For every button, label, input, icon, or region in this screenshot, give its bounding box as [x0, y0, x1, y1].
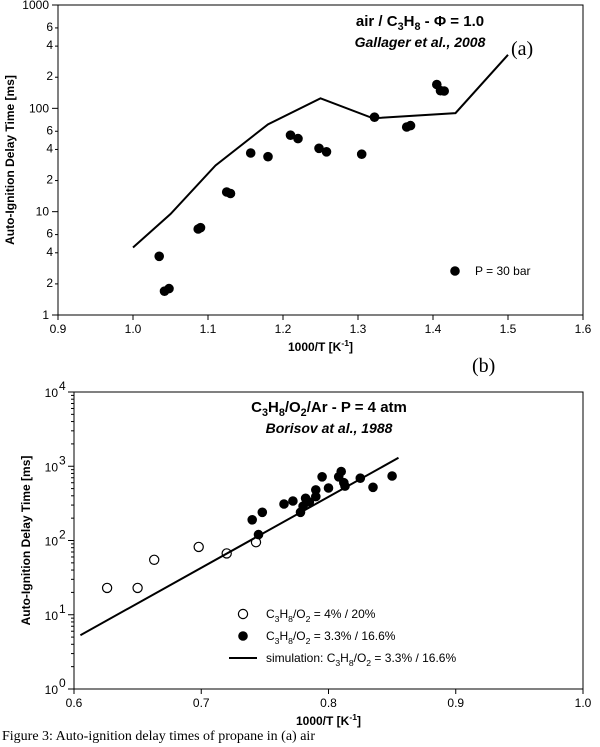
x-tick-label: 1.4 [425, 322, 442, 336]
data-point-filled [257, 507, 268, 518]
data-point-filled [356, 149, 367, 159]
legend-marker [237, 608, 249, 620]
legend-label: P = 30 bar [475, 264, 531, 278]
chart-title: C3H8/O2/Ar - P = 4 atm [251, 399, 407, 419]
y-tick-exponent: 2 [59, 528, 66, 542]
x-tick-label: 1.0 [575, 696, 592, 710]
chart-title: air / C3H8 - Φ = 1.0 [356, 13, 484, 33]
y-minor-tick-label: 6 [46, 227, 53, 241]
data-point-filled [310, 485, 321, 495]
x-tick-label: 0.6 [66, 696, 83, 710]
data-point-filled [317, 471, 327, 482]
y-minor-tick-label: 6 [46, 123, 53, 137]
data-point-open [101, 582, 113, 594]
data-point-open [148, 554, 160, 566]
legend-marker [238, 631, 248, 641]
x-tick-label: 0.9 [447, 696, 464, 710]
data-point-filled [263, 151, 273, 162]
panel-label: (b) [472, 355, 495, 377]
data-point-filled [405, 120, 416, 131]
data-point-filled [368, 482, 378, 493]
x-axis-label: 1000/T [K-1] [296, 712, 361, 728]
y-minor-tick-label: 4 [46, 38, 53, 52]
data-point-filled [164, 283, 174, 294]
data-point-filled [245, 148, 256, 158]
legend-label: simulation: C3H8/O2 = 3.3% / 16.6% [266, 651, 456, 668]
data-point-filled [293, 133, 303, 144]
data-point-open [132, 582, 143, 594]
y-tick-exponent: 1 [59, 602, 66, 616]
x-tick-label: 1.3 [350, 322, 367, 336]
data-point-filled [323, 483, 334, 493]
y-minor-tick-label: 6 [46, 20, 53, 34]
data-point-filled [279, 499, 289, 509]
data-point-filled [247, 514, 257, 525]
series-line [132, 54, 509, 249]
y-tick-label: 10 [36, 205, 50, 219]
y-minor-tick-label: 4 [46, 141, 53, 155]
plot-frame [73, 391, 584, 690]
data-point-open [193, 541, 204, 553]
y-tick-label: 100 [29, 101, 49, 115]
legend-marker [450, 266, 460, 276]
data-point-filled [225, 188, 236, 199]
y-tick-label: 10 [45, 535, 59, 549]
x-tick-label: 1.6 [575, 322, 592, 336]
y-tick-label: 1000 [22, 0, 49, 12]
y-tick-label: 10 [45, 683, 59, 697]
series-line [79, 456, 399, 637]
y-tick-label: 1 [42, 308, 49, 322]
legend-label: C3H8/O2 = 4% / 20% [266, 607, 376, 624]
data-point-filled [154, 251, 164, 262]
data-point-filled [195, 222, 206, 233]
y-tick-label: 10 [45, 460, 59, 474]
y-axis-label: Auto-Ignition Delay Time [ms] [19, 456, 33, 626]
y-tick-exponent: 4 [59, 379, 66, 393]
plot-frame [57, 4, 584, 316]
x-tick-label: 0.8 [320, 696, 337, 710]
y-tick-exponent: 3 [59, 453, 66, 467]
panel-a: 0.9 1.0 1.1 1.2 1.3 1.4 1.5 1.6 1 10 100 1000 2 4 6 2 4 6… [3, 0, 592, 354]
y-minor-tick-label: 2 [46, 69, 53, 83]
chart-subtitle: Gallager et al., 2008 [355, 34, 486, 50]
x-tick-label: 1.1 [200, 322, 217, 336]
data-point-filled [321, 147, 332, 157]
x-tick-label: 1.2 [275, 322, 292, 336]
y-tick-label: 10 [45, 609, 59, 623]
y-minor-tick-label: 2 [46, 276, 53, 290]
figure-caption: Figure 3: Auto-ignition delay times of p… [2, 729, 315, 744]
x-tick-label: 0.7 [193, 696, 210, 710]
chart-subtitle: Borisov at al., 1988 [266, 420, 393, 436]
data-point-filled [304, 497, 315, 507]
data-point-filled [336, 466, 346, 477]
panel-label: (a) [511, 38, 533, 60]
x-tick-label: 1.5 [500, 322, 517, 336]
y-minor-tick-label: 2 [46, 173, 53, 187]
y-axis-label: Auto-Ignition Delay Time [ms] [3, 75, 17, 245]
y-tick-exponent: 0 [59, 676, 66, 690]
x-axis-label: 1000/T [K-1] [288, 338, 353, 354]
y-tick-label: 10 [45, 386, 59, 400]
data-point-filled [439, 86, 449, 96]
x-tick-label: 0.9 [50, 322, 67, 336]
x-tick-label: 1.0 [125, 322, 142, 336]
y-minor-tick-label: 4 [46, 245, 53, 259]
data-point-filled [387, 471, 397, 481]
data-point-filled [314, 143, 324, 154]
legend-label: C3H8/O2 = 3.3% / 16.6% [266, 629, 396, 646]
data-point-filled [288, 496, 298, 506]
